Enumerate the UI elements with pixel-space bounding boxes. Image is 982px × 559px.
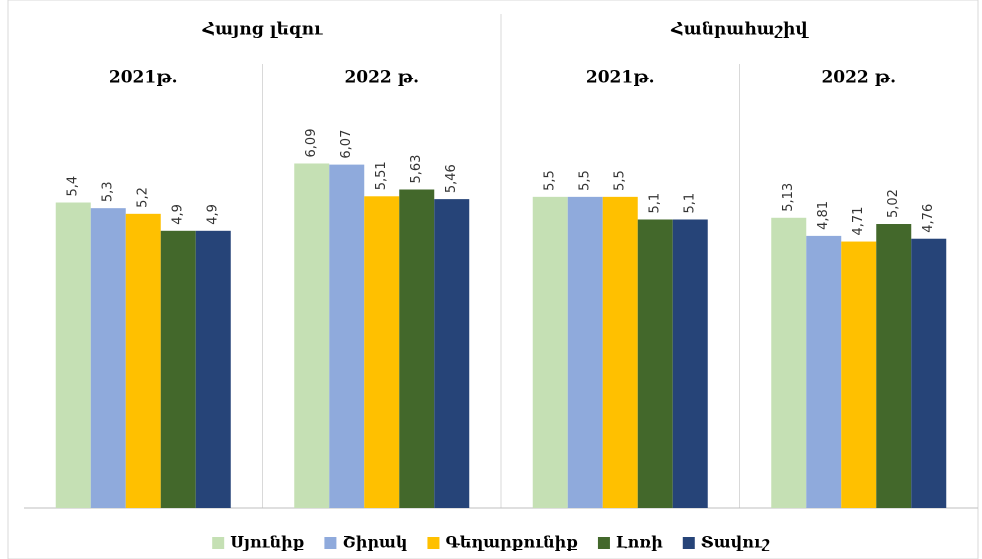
bar	[399, 189, 435, 508]
bar	[329, 164, 365, 508]
value-label: 5,5	[613, 170, 628, 191]
bar	[90, 208, 126, 508]
group-label: Հանրահաշիվ	[670, 20, 809, 40]
bar	[911, 238, 947, 508]
value-label: 5,02	[886, 189, 901, 218]
bar	[364, 196, 400, 508]
value-label: 5,46	[444, 164, 459, 193]
bar	[841, 241, 877, 508]
legend-label: Լոռի	[616, 533, 663, 552]
category-label: 2022 թ.	[344, 68, 419, 88]
legend-swatch	[682, 537, 695, 549]
value-label: 5,5	[543, 170, 558, 191]
value-label: 5,5	[578, 170, 593, 191]
value-label: 5,1	[648, 193, 663, 214]
legend-swatch	[597, 537, 610, 549]
value-label: 5,13	[781, 183, 796, 212]
bar	[806, 235, 842, 509]
legend-swatch	[212, 537, 225, 549]
bar	[771, 217, 807, 508]
category-label: 2021թ.	[586, 68, 655, 88]
value-label: 5,1	[683, 193, 698, 214]
value-label: 5,4	[66, 176, 81, 197]
bar	[195, 230, 231, 509]
bar	[637, 219, 673, 508]
value-label: 6,07	[339, 130, 354, 159]
bar	[602, 196, 638, 508]
category-label: 2021թ.	[109, 68, 178, 88]
bar	[55, 202, 91, 508]
value-label: 4,9	[206, 204, 221, 225]
bar	[532, 196, 568, 508]
legend-swatch	[324, 537, 337, 549]
bar	[294, 163, 330, 509]
legend-swatch	[427, 537, 440, 549]
value-label: 4,71	[851, 207, 866, 236]
legend-label: Շիրակ	[342, 533, 407, 552]
group-label: Հայոց լեզու	[202, 20, 323, 40]
bar	[672, 219, 708, 508]
bar	[567, 196, 603, 508]
bar	[160, 230, 196, 509]
value-label: 5,2	[136, 187, 151, 208]
value-label: 5,63	[409, 155, 424, 184]
bar	[125, 213, 161, 509]
value-label: 6,09	[304, 129, 319, 158]
category-label: 2022 թ.	[821, 68, 896, 88]
value-label: 4,76	[921, 204, 936, 233]
bar	[434, 199, 470, 508]
value-label: 5,3	[101, 181, 116, 202]
value-label: 5,51	[374, 161, 389, 190]
legend-label: Սյունիք	[230, 533, 304, 552]
value-label: 4,81	[816, 201, 831, 230]
legend-label: Գեղարքունիք	[445, 533, 578, 552]
value-label: 4,9	[171, 204, 186, 225]
bar	[876, 224, 912, 509]
legend-label: Տավուշ	[701, 533, 770, 552]
